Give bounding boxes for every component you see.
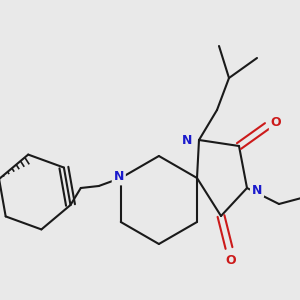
- Text: O: O: [226, 254, 236, 266]
- Text: N: N: [182, 134, 192, 146]
- Text: N: N: [114, 170, 124, 184]
- Text: N: N: [252, 184, 262, 196]
- Text: O: O: [271, 116, 281, 130]
